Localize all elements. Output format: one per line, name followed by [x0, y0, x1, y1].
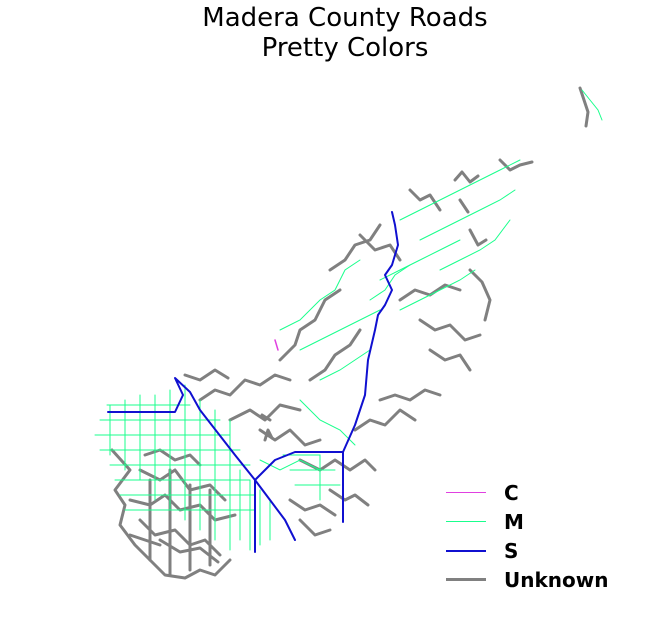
map-title-line-2: Pretty Colors: [261, 33, 429, 63]
legend-item-s: S: [446, 536, 656, 565]
legend-swatch-m: [446, 521, 486, 522]
legend-swatch-unknown: [446, 578, 486, 581]
m-roads-layer: [94, 89, 603, 551]
legend-label: S: [504, 538, 519, 563]
legend-swatch-c: [446, 492, 486, 493]
legend-label: M: [504, 509, 524, 534]
s-roads-layer: [107, 211, 399, 553]
legend-item-m: M: [446, 507, 656, 536]
legend-label: C: [504, 480, 519, 505]
legend-item-unknown: Unknown: [446, 565, 656, 594]
legend-item-c: C: [446, 478, 656, 507]
legend-swatch-s: [446, 549, 486, 552]
map-title-line-1: Madera County Roads: [202, 3, 488, 33]
map-legend: C M S Unknown: [446, 478, 656, 594]
legend-label: Unknown: [504, 567, 609, 592]
c-roads-layer: [274, 339, 279, 351]
